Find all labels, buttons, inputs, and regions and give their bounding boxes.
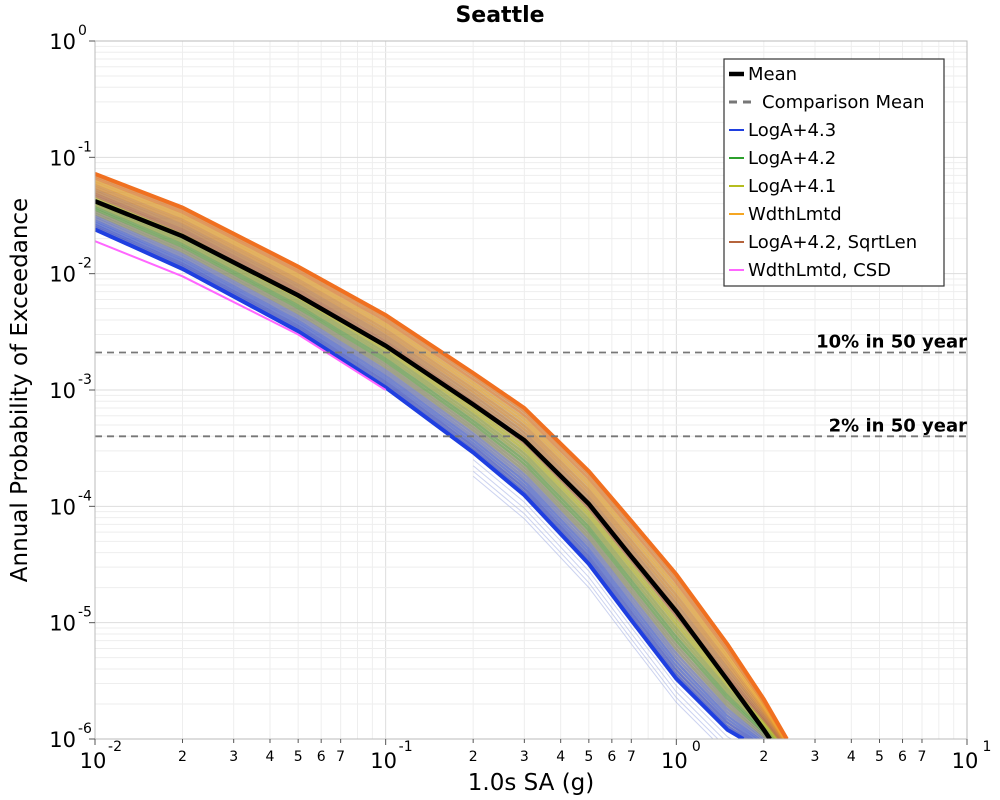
y-tick-exponent: -2 (78, 256, 92, 272)
legend: Mean Comparison Mean LogA+4.3 LogA+4.2 LogA+… (723, 58, 945, 287)
band-curve (95, 206, 774, 739)
reference-line-label: 10% in 50 year (816, 332, 967, 353)
band-curve (95, 217, 764, 739)
band-curve (95, 175, 788, 739)
band-curve (95, 219, 761, 739)
x-tick-exponent: 1 (983, 739, 992, 755)
series-line-wdthlmtd (95, 172, 789, 739)
series-line-loga43 (95, 227, 745, 739)
x-minor-tick-label: 2 (759, 749, 768, 765)
legend-box (723, 58, 945, 287)
series-line-faint (472, 459, 733, 739)
legend-label: WdthLmtd, CSD (748, 260, 891, 281)
x-minor-tick-label: 5 (294, 749, 303, 765)
band-curve (95, 186, 785, 739)
x-tick-exponent: -2 (108, 739, 122, 755)
x-minor-tick-label: 6 (898, 749, 907, 765)
y-tick-label: 10 (49, 146, 76, 170)
reference-line-labels: 10% in 50 year 2% in 50 year (816, 332, 967, 437)
x-minor-tick-label: 7 (918, 749, 927, 765)
x-minor-tick-label: 4 (847, 749, 856, 765)
x-minor-tick-label: 4 (266, 749, 275, 765)
legend-label: Mean (748, 64, 797, 85)
y-axis-label: Annual Probability of Exceedance (7, 198, 33, 582)
series-line-faint (472, 465, 725, 739)
y-tick-exponent: -6 (78, 721, 92, 737)
y-tick-exponent: -5 (78, 605, 92, 621)
band-curve (95, 226, 751, 739)
legend-label: LogA+4.2 (748, 148, 836, 169)
legend-label: Comparison Mean (762, 92, 925, 113)
legend-label: LogA+4.2, SqrtLen (748, 232, 917, 253)
y-tick-exponent: -3 (78, 372, 92, 388)
band-curve (95, 210, 771, 739)
x-tick-label: 10 (952, 749, 979, 773)
band-curve (95, 201, 777, 739)
series-line-mean (95, 199, 772, 739)
x-minor-tick-label: 3 (811, 749, 820, 765)
x-minor-tick-label: 6 (317, 749, 326, 765)
band-curve (95, 203, 776, 739)
y-tick-label: 10 (49, 495, 76, 519)
x-minor-tick-label: 7 (627, 749, 636, 765)
x-tick-exponent: -1 (399, 739, 413, 755)
series-line-faint (472, 475, 714, 739)
x-tick-exponent: 0 (692, 739, 701, 755)
y-tick-exponent: 0 (78, 23, 87, 39)
x-tick-label: 10 (370, 749, 397, 773)
reference-lines (95, 351, 967, 438)
band-curve (95, 183, 785, 739)
band-curve (95, 181, 786, 739)
band-curve (95, 221, 758, 739)
series-line-wdthlmtd-csd (95, 240, 387, 391)
x-minor-tick-label: 5 (584, 749, 593, 765)
x-minor-tick-label: 2 (469, 749, 478, 765)
band-curve (95, 212, 769, 739)
x-minor-tick-label: 4 (556, 749, 565, 765)
legend-label: WdthLmtd (748, 204, 842, 225)
y-tick-label: 10 (49, 30, 76, 54)
y-tick-exponent: -4 (78, 488, 92, 504)
x-minor-tick-label: 7 (336, 749, 345, 765)
band-curve (95, 190, 783, 739)
series-line-faint (472, 470, 719, 739)
band-curve (95, 223, 755, 739)
legend-label: LogA+4.1 (748, 176, 836, 197)
x-minor-tick-label: 3 (229, 749, 238, 765)
x-tick-label: 10 (661, 749, 688, 773)
x-minor-tick-label: 5 (875, 749, 884, 765)
legend-label: LogA+4.3 (748, 120, 836, 141)
band-curve (95, 188, 784, 739)
band-curve (95, 208, 773, 739)
band-curve (95, 215, 767, 739)
y-tick-label: 10 (49, 263, 76, 287)
y-tick-exponent: -1 (78, 139, 92, 155)
x-minor-tick-label: 6 (607, 749, 616, 765)
y-tick-label: 10 (49, 728, 76, 752)
x-tick-label: 10 (80, 749, 107, 773)
x-axis-label: 1.0s SA (g) (468, 770, 595, 796)
band-curve (95, 179, 787, 739)
y-tick-label: 10 (49, 379, 76, 403)
fractile-bands (95, 172, 789, 739)
chart-title: Seattle (455, 3, 544, 28)
x-minor-tick-label: 3 (520, 749, 529, 765)
mean-curve-group (95, 199, 772, 739)
reference-line-label: 2% in 50 year (829, 415, 967, 436)
x-minor-tick-label: 2 (178, 749, 187, 765)
y-tick-label: 10 (49, 612, 76, 636)
band-curve (95, 177, 787, 739)
